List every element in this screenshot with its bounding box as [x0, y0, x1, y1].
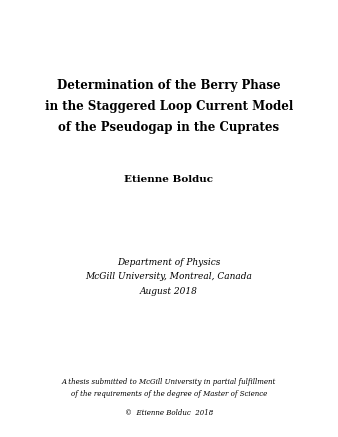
Text: Department of Physics
McGill University, Montreal, Canada
August 2018: Department of Physics McGill University,… [86, 258, 252, 296]
Text: Etienne Bolduc: Etienne Bolduc [124, 175, 214, 184]
Text: ©  Etienne Bolduc  2018: © Etienne Bolduc 2018 [125, 409, 213, 416]
Text: A thesis submitted to McGill University in partial fulfillment
of the requiremen: A thesis submitted to McGill University … [62, 378, 276, 398]
Text: Determination of the Berry Phase
in the Staggered Loop Current Model
of the Pseu: Determination of the Berry Phase in the … [45, 79, 293, 134]
